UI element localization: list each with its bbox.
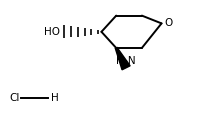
Text: H₂N: H₂N: [116, 56, 136, 66]
Text: O: O: [164, 18, 173, 28]
Text: Cl: Cl: [9, 93, 20, 103]
Text: HO: HO: [44, 27, 60, 37]
Text: H: H: [51, 93, 59, 103]
Polygon shape: [115, 48, 130, 70]
